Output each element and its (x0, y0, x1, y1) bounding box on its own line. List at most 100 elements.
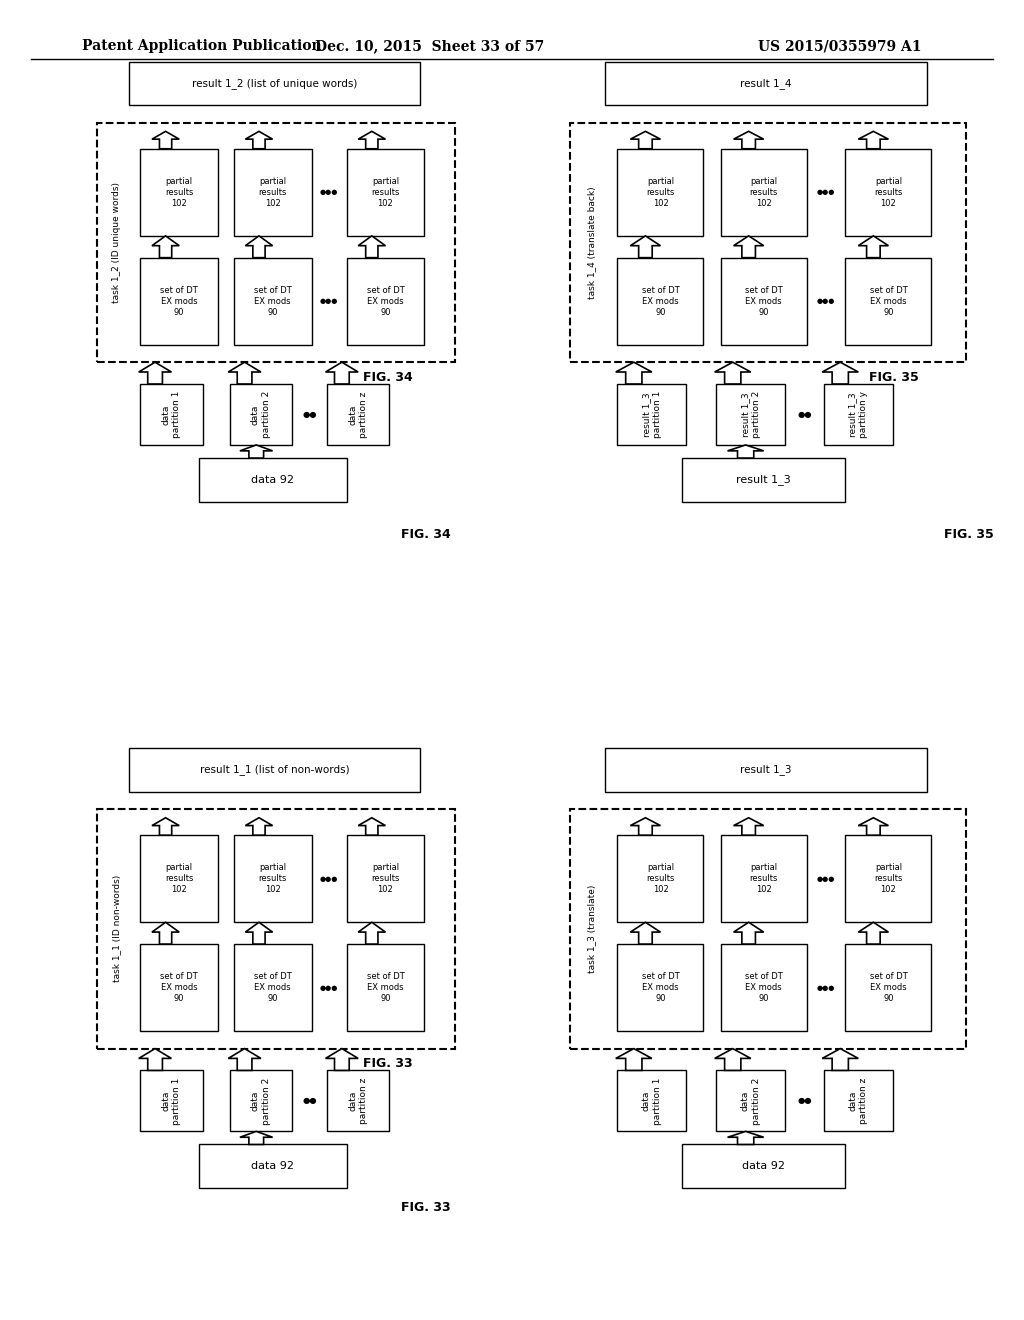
FancyBboxPatch shape (229, 384, 292, 445)
FancyBboxPatch shape (129, 748, 421, 792)
FancyBboxPatch shape (140, 384, 203, 445)
Polygon shape (246, 132, 272, 149)
Text: US 2015/0355979 A1: US 2015/0355979 A1 (758, 40, 922, 53)
Text: data 92: data 92 (742, 1162, 785, 1171)
Polygon shape (246, 236, 272, 257)
Text: Patent Application Publication: Patent Application Publication (82, 40, 322, 53)
FancyBboxPatch shape (233, 257, 311, 345)
Text: partial
results
102: partial results 102 (165, 863, 194, 895)
FancyBboxPatch shape (346, 836, 424, 923)
Text: partial
results
102: partial results 102 (874, 177, 902, 209)
Text: partial
results
102: partial results 102 (750, 177, 778, 209)
FancyBboxPatch shape (617, 384, 686, 445)
Text: partial
results
102: partial results 102 (372, 177, 399, 209)
Polygon shape (240, 1131, 272, 1144)
Text: Dec. 10, 2015  Sheet 33 of 57: Dec. 10, 2015 Sheet 33 of 57 (315, 40, 545, 53)
Text: FIG. 34: FIG. 34 (400, 528, 451, 541)
FancyBboxPatch shape (604, 748, 927, 792)
Polygon shape (152, 817, 179, 836)
Text: ●●●: ●●● (319, 985, 338, 990)
Text: data
partition 1: data partition 1 (642, 1077, 662, 1125)
Text: set of DT
EX mods
90: set of DT EX mods 90 (254, 285, 292, 317)
FancyBboxPatch shape (233, 944, 311, 1031)
Polygon shape (733, 923, 764, 944)
Text: set of DT
EX mods
90: set of DT EX mods 90 (367, 972, 404, 1003)
Text: data
partition z: data partition z (348, 391, 369, 438)
Polygon shape (822, 1048, 858, 1071)
Text: ●●●: ●●● (817, 298, 836, 304)
FancyBboxPatch shape (682, 1144, 846, 1188)
Text: partial
results
102: partial results 102 (258, 863, 287, 895)
Polygon shape (228, 362, 261, 384)
Text: data 92: data 92 (251, 475, 294, 484)
Text: set of DT
EX mods
90: set of DT EX mods 90 (367, 285, 404, 317)
FancyBboxPatch shape (824, 1071, 893, 1131)
Text: result 1_4: result 1_4 (740, 78, 792, 88)
FancyBboxPatch shape (129, 62, 421, 106)
Text: result 1_1 (list of non-words): result 1_1 (list of non-words) (200, 764, 349, 775)
Polygon shape (615, 362, 652, 384)
Text: task 1_2 (ID unique words): task 1_2 (ID unique words) (113, 182, 122, 302)
Text: set of DT
EX mods
90: set of DT EX mods 90 (161, 972, 198, 1003)
Text: result 1_3: result 1_3 (736, 474, 792, 486)
Polygon shape (631, 236, 660, 257)
Text: partial
results
102: partial results 102 (750, 863, 778, 895)
FancyBboxPatch shape (199, 1144, 346, 1188)
Polygon shape (822, 362, 858, 384)
Polygon shape (858, 817, 889, 836)
Text: result 1_3: result 1_3 (740, 764, 792, 775)
Polygon shape (715, 1048, 751, 1071)
Text: partial
results
102: partial results 102 (646, 863, 675, 895)
Polygon shape (631, 817, 660, 836)
FancyBboxPatch shape (717, 1071, 785, 1131)
FancyBboxPatch shape (346, 944, 424, 1031)
FancyBboxPatch shape (721, 944, 807, 1031)
Polygon shape (631, 923, 660, 944)
Text: ●●: ●● (302, 1097, 316, 1105)
FancyBboxPatch shape (199, 458, 346, 502)
Polygon shape (326, 362, 358, 384)
Polygon shape (228, 1048, 261, 1071)
Text: FIG. 34: FIG. 34 (362, 371, 413, 384)
FancyBboxPatch shape (721, 257, 807, 345)
Polygon shape (358, 132, 385, 149)
Polygon shape (858, 132, 889, 149)
FancyBboxPatch shape (327, 1071, 389, 1131)
FancyBboxPatch shape (617, 149, 703, 236)
Polygon shape (733, 132, 764, 149)
Text: ●●: ●● (798, 411, 812, 418)
Polygon shape (715, 362, 751, 384)
FancyBboxPatch shape (233, 149, 311, 236)
FancyBboxPatch shape (140, 149, 218, 236)
Polygon shape (246, 817, 272, 836)
Polygon shape (246, 923, 272, 944)
Polygon shape (152, 923, 179, 944)
Text: set of DT
EX mods
90: set of DT EX mods 90 (744, 285, 782, 317)
Text: set of DT
EX mods
90: set of DT EX mods 90 (161, 285, 198, 317)
Text: ●●: ●● (302, 411, 316, 418)
Text: task 1_3 (translate): task 1_3 (translate) (587, 884, 596, 973)
Text: data
partition 2: data partition 2 (251, 1077, 271, 1125)
Polygon shape (358, 817, 385, 836)
Polygon shape (138, 362, 171, 384)
Polygon shape (858, 236, 889, 257)
Polygon shape (858, 923, 889, 944)
Text: partial
results
102: partial results 102 (165, 177, 194, 209)
Text: data
partition 1: data partition 1 (162, 1077, 181, 1125)
FancyBboxPatch shape (824, 384, 893, 445)
FancyBboxPatch shape (721, 836, 807, 923)
Text: task 1_1 (ID non-words): task 1_1 (ID non-words) (113, 875, 122, 982)
Text: data
partition 2: data partition 2 (251, 391, 271, 438)
FancyBboxPatch shape (846, 149, 932, 236)
Text: partial
results
102: partial results 102 (874, 863, 902, 895)
FancyBboxPatch shape (846, 257, 932, 345)
Polygon shape (733, 817, 764, 836)
Text: data 92: data 92 (251, 1162, 294, 1171)
Text: ●●●: ●●● (817, 875, 836, 882)
Text: FIG. 35: FIG. 35 (868, 371, 919, 384)
FancyBboxPatch shape (140, 944, 218, 1031)
Polygon shape (240, 445, 272, 458)
FancyBboxPatch shape (140, 836, 218, 923)
Text: result 1_2 (list of unique words): result 1_2 (list of unique words) (191, 78, 357, 88)
Polygon shape (152, 132, 179, 149)
